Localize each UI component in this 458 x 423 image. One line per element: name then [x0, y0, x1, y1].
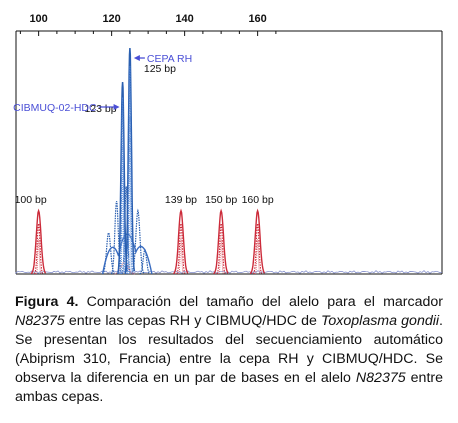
- marker-name-2: N82375: [355, 370, 406, 386]
- peak-label-100: 100 bp: [15, 194, 47, 206]
- caption-text-1: Comparación del tamaño del alelo para el…: [78, 294, 443, 310]
- annotations: CEPA RH CIBMUQ-02-HDC: [13, 53, 192, 114]
- organism-name: Toxoplasma gondii: [321, 313, 440, 329]
- x-tick-label-100: 100: [29, 13, 47, 25]
- annotation-123: CIBMUQ-02-HDC: [13, 102, 120, 114]
- baseline-noise-trace: [15, 270, 443, 275]
- caption-text-2: entre las cepas RH y CIBMUQ/HDC de: [64, 313, 322, 329]
- marker-name-1: N82375: [15, 313, 65, 329]
- caption-text-4: entre ambas cepas.: [15, 370, 443, 405]
- peak-labels: 100 bp 139 bp 150 bp 160 bp 123 bp 125 bp: [15, 63, 274, 206]
- peak-label-125: 125 bp: [144, 63, 176, 75]
- plot-frame: [15, 30, 443, 275]
- minor-red-trace: [114, 261, 135, 275]
- peak-139bp: [173, 208, 189, 275]
- caption-text-3: . Se presentan los resultados del secuen…: [15, 313, 443, 386]
- x-tick-label-160: 160: [248, 13, 266, 25]
- peak-125bp: [124, 47, 136, 275]
- annotation-125: CEPA RH: [133, 53, 192, 65]
- peak-100bp: [30, 208, 47, 275]
- electropherogram-chart: 100 120 140 160 100 bp 139 bp 150 bp 160 bp 123…: [13, 13, 443, 275]
- annotation-label-cibmuq: CIBMUQ-02-HDC: [13, 102, 97, 114]
- peak-150bp: [213, 208, 229, 275]
- peak-label-160: 160 bp: [242, 194, 274, 206]
- peak-label-139: 139 bp: [165, 194, 197, 206]
- x-axis-ticks: 100 120 140 160: [19, 13, 277, 36]
- peak-160bp: [249, 208, 266, 275]
- figure-caption: Figura 4. Comparación del tamaño del ale…: [15, 293, 443, 407]
- peak-123bp: [117, 81, 128, 275]
- peak-label-123: 123 bp: [84, 103, 116, 115]
- x-tick-label-120: 120: [102, 13, 120, 25]
- traces: [15, 47, 443, 275]
- peak-label-150: 150 bp: [205, 194, 237, 206]
- x-tick-label-140: 140: [175, 13, 193, 25]
- figure-label: Figura 4.: [15, 294, 79, 310]
- annotation-label-cepa-rh: CEPA RH: [147, 53, 192, 65]
